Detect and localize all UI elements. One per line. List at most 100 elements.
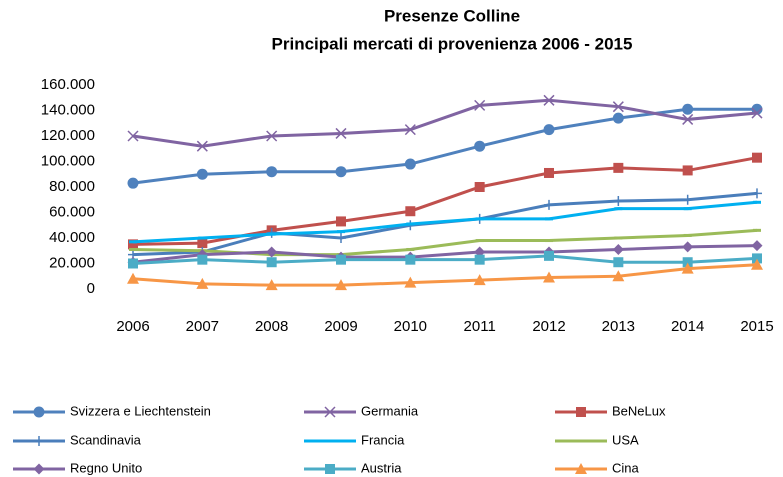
data-point <box>335 166 347 178</box>
data-point <box>612 112 624 124</box>
data-point <box>682 194 693 205</box>
data-point <box>265 279 278 291</box>
x-tick-label: 2010 <box>394 318 427 335</box>
series-line <box>132 254 758 265</box>
legend-item: Francia <box>304 432 405 447</box>
data-point <box>128 239 138 250</box>
data-point <box>405 254 416 265</box>
data-point <box>128 258 138 269</box>
legend-item: Germania <box>304 403 419 418</box>
data-point <box>196 277 209 289</box>
data-point <box>404 124 416 136</box>
legend-label: Francia <box>361 432 405 447</box>
data-point <box>404 158 416 170</box>
legend-marker <box>33 406 45 418</box>
chart-subtitle: Principali mercati di provenienza 2006 -… <box>272 34 633 53</box>
data-point <box>543 124 555 136</box>
data-point <box>474 99 486 111</box>
y-tick-label: 160.000 <box>41 76 95 93</box>
legend-marker <box>324 406 336 418</box>
data-point <box>196 140 208 152</box>
data-point <box>682 165 693 176</box>
data-point <box>336 216 346 227</box>
data-point <box>752 253 762 264</box>
legend-label: USA <box>612 432 639 447</box>
data-point <box>612 243 624 255</box>
data-point <box>751 240 763 252</box>
legend-marker <box>325 464 335 474</box>
legend-item: Austria <box>304 460 402 475</box>
legend-item: BeNeLux <box>555 403 666 418</box>
series-line <box>132 107 757 185</box>
legend-marker <box>34 436 44 446</box>
data-point <box>335 279 347 291</box>
data-point <box>682 241 694 253</box>
x-tick-label: 2012 <box>532 318 565 335</box>
data-point <box>196 168 208 180</box>
data-point <box>681 262 694 274</box>
series-line <box>132 244 758 264</box>
data-point <box>336 233 346 243</box>
data-point <box>544 199 554 210</box>
legend-item: USA <box>555 432 639 447</box>
legend-label: Regno Unito <box>70 460 142 475</box>
x-tick-label: 2009 <box>324 318 357 335</box>
legend-label: Cina <box>612 460 640 475</box>
y-tick-label: 120.000 <box>41 127 95 144</box>
y-tick-label: 80.000 <box>49 178 95 195</box>
data-point <box>544 250 554 261</box>
x-tick-label: 2006 <box>116 318 149 335</box>
legend-label: Austria <box>361 460 402 475</box>
y-tick-label: 20.000 <box>49 254 95 271</box>
legend-label: Scandinavia <box>70 432 142 447</box>
data-point <box>752 188 762 199</box>
data-point <box>473 274 486 286</box>
x-tick-label: 2013 <box>602 318 635 335</box>
data-point <box>127 130 139 142</box>
data-point <box>752 152 762 163</box>
data-point <box>474 254 485 265</box>
data-point <box>266 166 278 178</box>
data-point <box>266 130 278 142</box>
x-tick-label: 2007 <box>186 318 219 335</box>
y-tick-label: 100.000 <box>41 152 95 169</box>
series-line <box>132 98 758 148</box>
x-tick-label: 2014 <box>671 318 704 335</box>
series-line <box>132 200 758 244</box>
data-point <box>266 257 277 268</box>
series-line <box>132 263 758 287</box>
data-point <box>682 257 693 268</box>
data-point <box>751 258 763 270</box>
legend-label: Svizzera e Liechtenstein <box>70 403 211 418</box>
data-point <box>127 177 139 189</box>
data-point <box>613 257 624 268</box>
data-point <box>682 103 694 115</box>
legend-marker <box>576 407 586 417</box>
legend-item: Scandinavia <box>13 432 142 447</box>
data-point <box>613 196 624 207</box>
legend-marker <box>33 463 45 475</box>
data-point <box>196 249 208 261</box>
data-point <box>404 276 417 288</box>
data-point <box>751 107 763 119</box>
data-point <box>474 182 485 192</box>
data-point <box>474 140 486 152</box>
data-point <box>612 101 624 113</box>
y-tick-label: 60.000 <box>49 203 95 220</box>
data-point <box>543 94 555 106</box>
data-point <box>543 271 555 283</box>
y-tick-label: 140.000 <box>41 101 95 118</box>
data-point <box>682 113 694 125</box>
data-point <box>197 238 208 249</box>
data-point <box>336 254 346 265</box>
data-point <box>127 272 139 284</box>
data-point <box>335 127 347 139</box>
legend-item: Svizzera e Liechtenstein <box>13 403 211 418</box>
data-point <box>197 254 208 265</box>
data-point <box>405 206 416 217</box>
legend-marker <box>575 463 587 474</box>
x-tick-label: 2008 <box>255 318 288 335</box>
series-line <box>132 228 758 257</box>
x-tick-label: 2011 <box>464 318 496 335</box>
legend-label: Germania <box>361 403 419 418</box>
